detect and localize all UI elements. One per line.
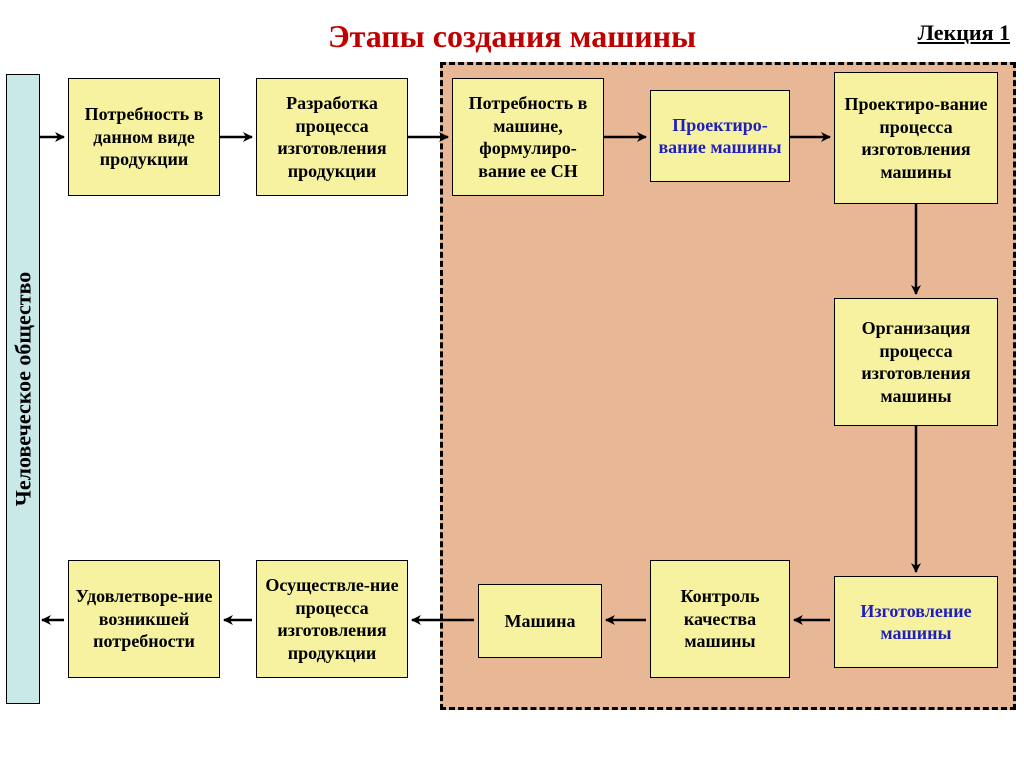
box-design-process: Проектиро-вание процесса изготовления ма… bbox=[834, 72, 998, 204]
box-manufacture: Изготовление машины bbox=[834, 576, 998, 668]
box-need-product: Потребность вданном виде продукции bbox=[68, 78, 220, 196]
box-org-process: Организация процесса изготовления машины bbox=[834, 298, 998, 426]
diagram-title: Этапы создания машины bbox=[0, 18, 1024, 55]
box-dev-process: Разработка процесса изготовления продукц… bbox=[256, 78, 408, 196]
box-quality: Контроль качества машины bbox=[650, 560, 790, 678]
sidebar-label: Человеческое общество bbox=[10, 272, 36, 507]
box-machine: Машина bbox=[478, 584, 602, 658]
box-satisfy: Удовлетворе-ние возникшей потребности bbox=[68, 560, 220, 678]
box-design-machine: Проектиро-вание машины bbox=[650, 90, 790, 182]
box-impl-process: Осуществле-ние процесса изготовления про… bbox=[256, 560, 408, 678]
lecture-label: Лекция 1 bbox=[918, 20, 1010, 46]
sidebar-society: Человеческое общество bbox=[6, 74, 40, 704]
box-need-machine: Потребность в машине, формулиро-вание ее… bbox=[452, 78, 604, 196]
